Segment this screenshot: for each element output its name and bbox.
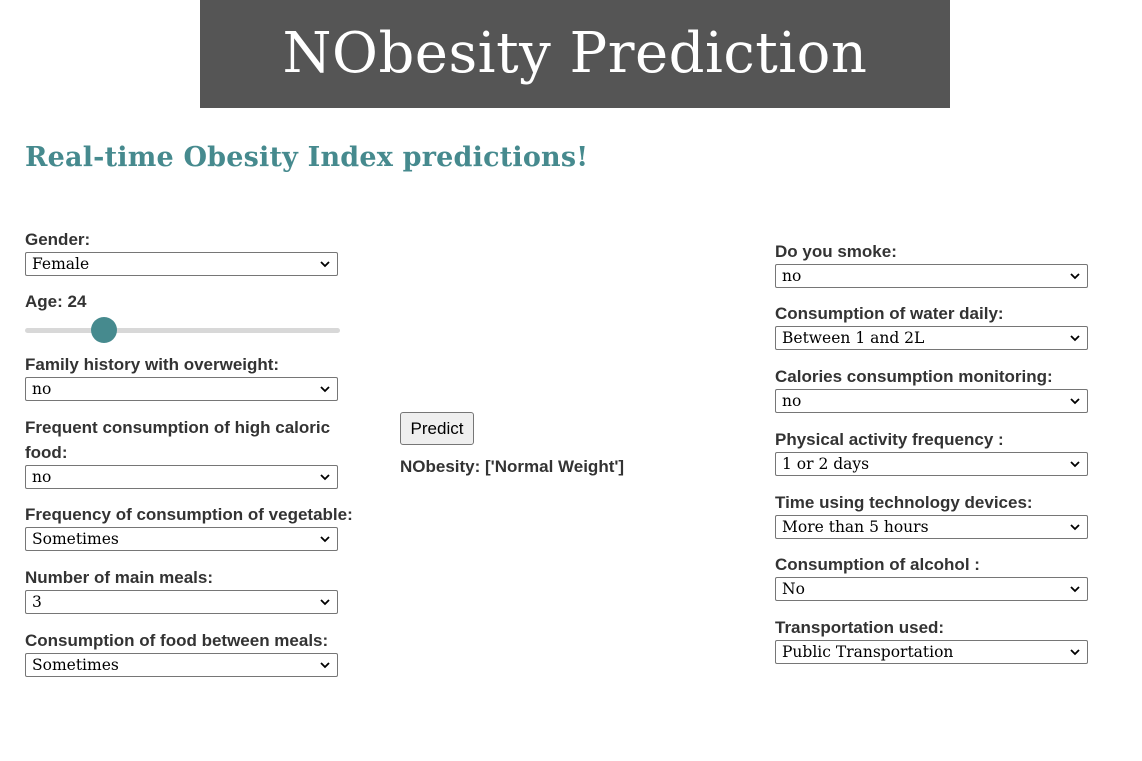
- chevron-down-icon: [320, 474, 330, 481]
- family-history-select[interactable]: no: [25, 377, 338, 401]
- age-slider[interactable]: [25, 316, 340, 344]
- high-caloric-label: Frequent consumption of high caloric foo…: [25, 418, 331, 462]
- calories-monitoring-select-value: no: [782, 392, 802, 410]
- high-caloric-field: Frequent consumption of high caloric foo…: [25, 415, 338, 489]
- vegetables-select[interactable]: Sometimes: [25, 527, 338, 551]
- transportation-select-value: Public Transportation: [782, 643, 954, 661]
- smoke-select-value: no: [782, 267, 802, 285]
- age-label: Age: 24: [25, 292, 87, 311]
- chevron-down-icon: [320, 386, 330, 393]
- between-meals-select[interactable]: Sometimes: [25, 653, 338, 677]
- alcohol-select-value: No: [782, 580, 805, 598]
- physical-activity-select-value: 1 or 2 days: [782, 455, 870, 473]
- alcohol-select[interactable]: No: [775, 577, 1088, 601]
- family-history-label: Family history with overweight:: [25, 355, 280, 374]
- age-slider-track[interactable]: [25, 328, 340, 333]
- physical-activity-label: Physical activity frequency :: [775, 430, 1004, 449]
- chevron-down-icon: [1070, 335, 1080, 342]
- gender-label: Gender:: [25, 230, 91, 249]
- physical-activity-select[interactable]: 1 or 2 days: [775, 452, 1088, 476]
- calories-monitoring-label: Calories consumption monitoring:: [775, 367, 1053, 386]
- main-meals-field: Number of main meals: 3: [25, 565, 338, 614]
- chevron-down-icon: [320, 261, 330, 268]
- water-select[interactable]: Between 1 and 2L: [775, 326, 1088, 350]
- page-subtitle: Real-time Obesity Index predictions!: [25, 142, 589, 173]
- technology-field: Time using technology devices: More than…: [775, 490, 1088, 539]
- technology-label: Time using technology devices:: [775, 493, 1033, 512]
- chevron-down-icon: [1070, 586, 1080, 593]
- vegetables-field: Frequency of consumption of vegetable: S…: [25, 502, 365, 551]
- transportation-field: Transportation used: Public Transportati…: [775, 615, 1088, 664]
- water-field: Consumption of water daily: Between 1 an…: [775, 301, 1088, 350]
- calories-monitoring-field: Calories consumption monitoring: no: [775, 364, 1088, 413]
- chevron-down-icon: [320, 599, 330, 606]
- gender-field: Gender: Female: [25, 227, 338, 276]
- age-slider-thumb[interactable]: [91, 317, 117, 343]
- chevron-down-icon: [1070, 524, 1080, 531]
- vegetables-label: Frequency of consumption of vegetable:: [25, 505, 353, 524]
- chevron-down-icon: [1070, 398, 1080, 405]
- chevron-down-icon: [1070, 461, 1080, 468]
- chevron-down-icon: [1070, 273, 1080, 280]
- between-meals-field: Consumption of food between meals: Somet…: [25, 628, 365, 677]
- water-label: Consumption of water daily:: [775, 304, 1004, 323]
- smoke-label: Do you smoke:: [775, 242, 897, 261]
- between-meals-label: Consumption of food between meals:: [25, 631, 329, 650]
- smoke-select[interactable]: no: [775, 264, 1088, 288]
- family-history-select-value: no: [32, 380, 52, 398]
- alcohol-field: Consumption of alcohol : No: [775, 552, 1088, 601]
- technology-select[interactable]: More than 5 hours: [775, 515, 1088, 539]
- alcohol-label: Consumption of alcohol :: [775, 555, 980, 574]
- family-history-field: Family history with overweight: no: [25, 352, 338, 401]
- between-meals-select-value: Sometimes: [32, 656, 119, 674]
- chevron-down-icon: [320, 536, 330, 543]
- high-caloric-select[interactable]: no: [25, 465, 338, 489]
- gender-select[interactable]: Female: [25, 252, 338, 276]
- chevron-down-icon: [320, 662, 330, 669]
- main-meals-label: Number of main meals:: [25, 568, 213, 587]
- page-title: NObesity Prediction: [282, 21, 868, 86]
- age-field: Age: 24: [25, 289, 340, 344]
- transportation-label: Transportation used:: [775, 618, 945, 637]
- technology-select-value: More than 5 hours: [782, 518, 929, 536]
- header-banner: NObesity Prediction: [200, 0, 950, 108]
- main-meals-select[interactable]: 3: [25, 590, 338, 614]
- calories-monitoring-select[interactable]: no: [775, 389, 1088, 413]
- prediction-result: NObesity: ['Normal Weight']: [400, 457, 625, 476]
- high-caloric-select-value: no: [32, 468, 52, 486]
- gender-select-value: Female: [32, 255, 90, 273]
- transportation-select[interactable]: Public Transportation: [775, 640, 1088, 664]
- vegetables-select-value: Sometimes: [32, 530, 119, 548]
- smoke-field: Do you smoke: no: [775, 239, 1088, 288]
- chevron-down-icon: [1070, 649, 1080, 656]
- physical-activity-field: Physical activity frequency : 1 or 2 day…: [775, 427, 1088, 476]
- predict-button[interactable]: Predict: [400, 412, 474, 445]
- water-select-value: Between 1 and 2L: [782, 329, 925, 347]
- main-meals-select-value: 3: [32, 593, 42, 611]
